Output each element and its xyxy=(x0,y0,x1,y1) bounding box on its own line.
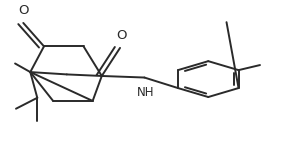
Text: NH: NH xyxy=(137,86,155,99)
Text: O: O xyxy=(116,29,127,42)
Text: O: O xyxy=(18,4,29,17)
